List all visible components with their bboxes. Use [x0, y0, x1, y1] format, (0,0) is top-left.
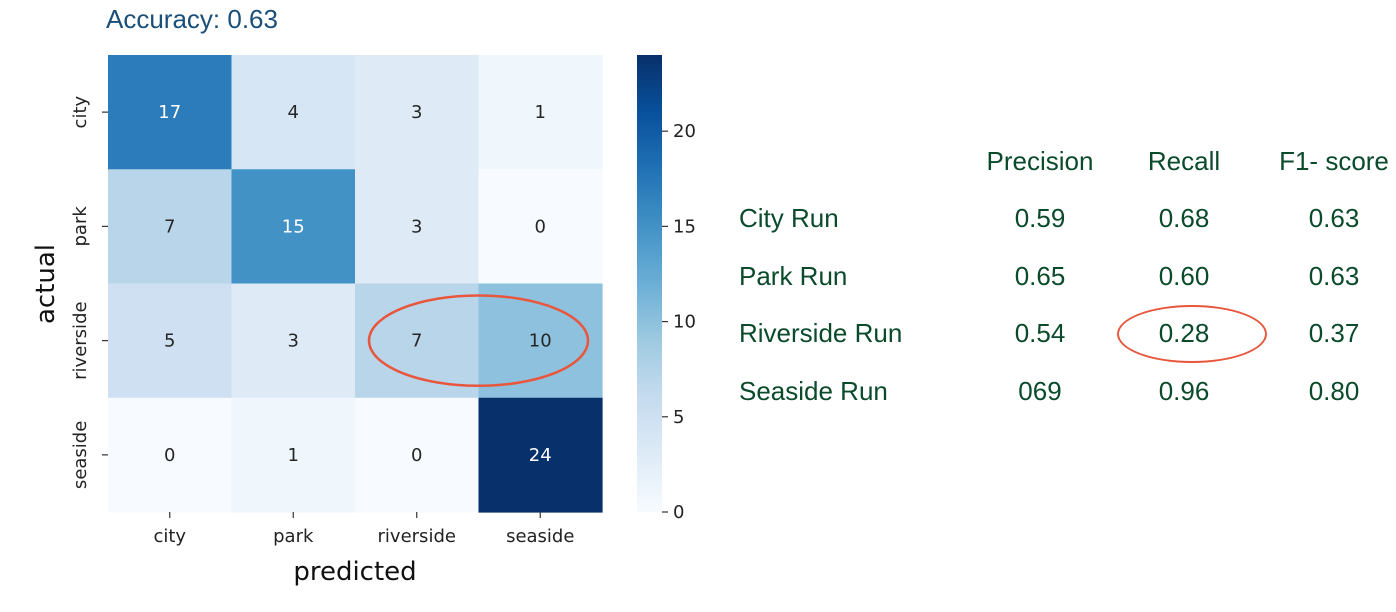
colorbar	[637, 55, 662, 512]
y-tick-label: riverside	[70, 301, 91, 379]
heatmap-cells	[108, 55, 603, 513]
seaside-run-f1: 0.80	[1308, 376, 1360, 406]
header-recall: Recall	[1147, 146, 1221, 176]
x-axis-ticks: city park riverside seaside	[153, 512, 574, 547]
riverside-highlight-ellipse	[367, 294, 590, 387]
city-run-precision: 0.59	[1014, 203, 1066, 233]
cell-value-label: 10	[529, 331, 552, 352]
heatmap-cell	[478, 169, 603, 285]
y-tick-label: park	[70, 206, 91, 247]
heatmap-cell	[108, 55, 233, 170]
header-f1-score: F1- score	[1279, 146, 1389, 176]
cell-value-label: 7	[164, 216, 175, 237]
heatmap-cell	[231, 283, 356, 399]
cell-value-label: 1	[288, 445, 299, 466]
city-run-f1: 0.63	[1308, 203, 1360, 233]
y-axis-label: actual	[31, 244, 61, 324]
heatmap-cell	[355, 55, 480, 170]
heatmap-cell	[355, 169, 480, 285]
recall-highlight-ellipse	[1117, 305, 1267, 363]
cell-value-label: 3	[411, 216, 422, 237]
park-run-precision: 0.65	[1014, 261, 1066, 291]
cell-value-label: 15	[282, 216, 305, 237]
accuracy-title: Accuracy: 0.63	[106, 4, 278, 34]
cell-value-label: 3	[411, 102, 422, 123]
cell-value-label: 24	[529, 445, 552, 466]
cell-value-label: 1	[535, 102, 546, 123]
colorbar-tick-label: 15	[673, 216, 696, 237]
colorbar-tick-label: 5	[673, 407, 684, 428]
riverside-run-recall: 0.28	[1158, 318, 1210, 348]
heatmap-cell	[231, 55, 356, 170]
confusion-matrix-chart: 17 4 3 17 15 3 05 3 7 100 1 0 24 cityparkriversidese…	[31, 55, 696, 587]
cell-value-label: 0	[535, 216, 546, 237]
heatmap-cell	[108, 397, 233, 513]
colorbar-ticks: 0 5 10 15 20	[662, 121, 696, 523]
highlight-ellipses	[367, 294, 590, 387]
cell-value-label: 3	[288, 331, 299, 352]
header-precision: Precision	[986, 146, 1094, 176]
x-axis-label: predicted	[293, 557, 416, 587]
riverside-run-precision: 0.54	[1014, 318, 1066, 348]
y-tick-label: city	[70, 95, 91, 128]
row-label-riverside-run: Riverside Run	[739, 318, 903, 348]
row-label-park-run: Park Run	[739, 261, 848, 291]
cell-value-label: 0	[164, 445, 175, 466]
heatmap-cell	[478, 397, 603, 513]
cell-value-label: 7	[411, 331, 422, 352]
x-tick-label: park	[273, 526, 314, 547]
heatmap-cell	[478, 55, 603, 170]
heatmap-cell	[355, 397, 480, 513]
colorbar-tick-label: 20	[673, 121, 696, 142]
heatmap-cell-labels: 17 4 3 17 15 3 05 3 7 100 1 0 24	[158, 102, 551, 466]
row-label-seaside-run: Seaside Run	[739, 376, 888, 406]
heatmap-cell	[108, 169, 233, 285]
cell-value-label: 0	[411, 445, 422, 466]
park-run-f1: 0.63	[1308, 261, 1360, 291]
cell-value-label: 4	[288, 102, 299, 123]
heatmap-cell	[108, 283, 233, 399]
cell-value-label: 5	[164, 331, 175, 352]
heatmap-cell	[231, 169, 356, 285]
row-label-city-run: City Run	[739, 203, 839, 233]
x-tick-label: riverside	[378, 526, 456, 547]
y-tick-label: seaside	[70, 421, 91, 489]
colorbar-tick-label: 0	[673, 502, 684, 523]
city-run-recall: 0.68	[1158, 203, 1210, 233]
x-tick-label: city	[153, 526, 186, 547]
y-axis-ticks: city park riverside seaside	[70, 95, 108, 489]
cell-value-label: 17	[158, 102, 181, 123]
riverside-run-f1: 0.37	[1308, 318, 1360, 348]
colorbar-tick-label: 10	[673, 312, 696, 333]
seaside-run-recall: 0.96	[1158, 376, 1210, 406]
x-tick-label: seaside	[506, 526, 574, 547]
park-run-recall: 0.60	[1158, 261, 1210, 291]
heatmap-cell	[231, 397, 356, 513]
seaside-run-precision: 069	[1018, 376, 1062, 406]
